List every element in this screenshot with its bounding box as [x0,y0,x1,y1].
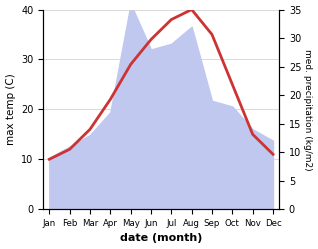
X-axis label: date (month): date (month) [120,234,202,244]
Y-axis label: med. precipitation (kg/m2): med. precipitation (kg/m2) [303,49,313,170]
Y-axis label: max temp (C): max temp (C) [5,73,16,145]
